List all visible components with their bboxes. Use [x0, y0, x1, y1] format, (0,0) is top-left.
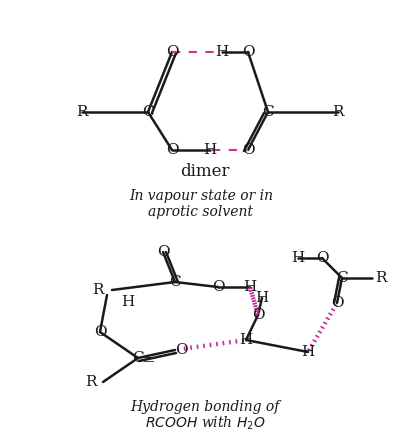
Text: H: H	[256, 291, 269, 305]
Text: H: H	[215, 45, 229, 59]
Text: R: R	[375, 271, 386, 285]
Text: H: H	[301, 345, 315, 359]
Text: C: C	[336, 271, 348, 285]
Text: O: O	[252, 308, 264, 322]
Text: —: —	[303, 251, 317, 265]
Text: O: O	[93, 325, 106, 339]
Text: Hydrogen bonding of: Hydrogen bonding of	[130, 400, 280, 414]
Text: R: R	[93, 283, 104, 297]
Text: $RCOOH$ with $H_2O$: $RCOOH$ with $H_2O$	[145, 414, 265, 432]
Text: O: O	[174, 343, 187, 357]
Text: C: C	[132, 351, 144, 365]
Text: O: O	[166, 45, 178, 59]
Text: aprotic solvent: aprotic solvent	[148, 205, 253, 219]
Text: C: C	[169, 275, 181, 289]
Text: H: H	[121, 295, 135, 309]
Text: H: H	[239, 333, 253, 347]
Text: H: H	[204, 143, 217, 157]
Text: —: —	[296, 105, 310, 119]
Text: R: R	[332, 105, 344, 119]
Text: O: O	[157, 245, 169, 259]
Text: —: —	[227, 280, 241, 294]
Text: =: =	[141, 352, 155, 369]
Text: H: H	[243, 280, 257, 294]
Text: C: C	[142, 105, 154, 119]
Text: R: R	[85, 375, 97, 389]
Text: C: C	[262, 105, 274, 119]
Text: —: —	[108, 105, 122, 119]
Text: O: O	[331, 296, 343, 310]
Text: —: —	[228, 45, 242, 59]
Text: O: O	[166, 143, 178, 157]
Text: O: O	[316, 251, 328, 265]
Text: H: H	[291, 251, 305, 265]
Text: In vapour state or in: In vapour state or in	[129, 189, 273, 203]
Text: —: —	[350, 271, 364, 285]
Text: O: O	[242, 143, 254, 157]
Text: O: O	[212, 280, 224, 294]
Text: R: R	[76, 105, 88, 119]
Text: O: O	[242, 45, 254, 59]
Text: dimer: dimer	[180, 163, 230, 181]
Text: —: —	[184, 143, 198, 157]
